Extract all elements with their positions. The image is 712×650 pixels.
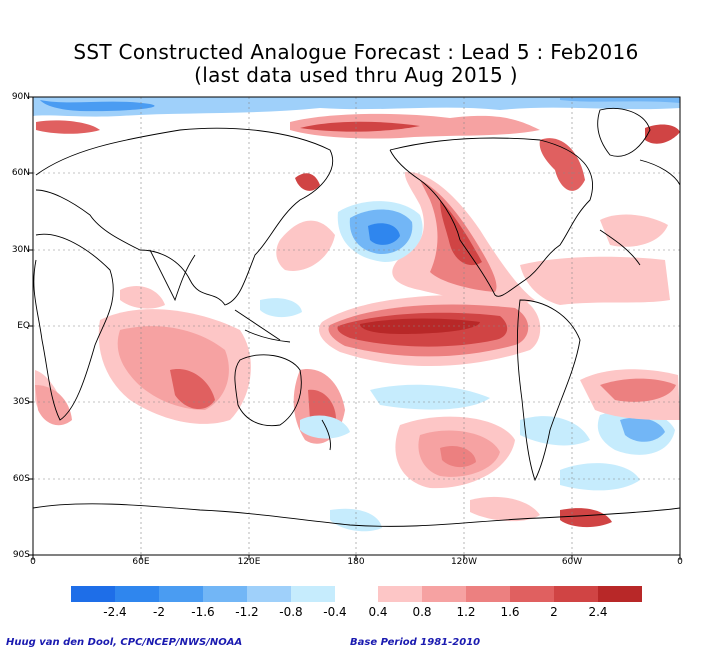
credit-author: Huug van den Dool, CPC/NCEP/NWS/NOAA bbox=[6, 637, 243, 648]
lat-label-90s: 90S bbox=[12, 550, 30, 560]
lon-label-0: 0 bbox=[30, 557, 36, 567]
lat-label-30s: 30S bbox=[12, 397, 30, 407]
lon-label-60e: 60E bbox=[132, 557, 150, 567]
legend-swatch-neg-4 bbox=[203, 586, 247, 602]
lon-label-120e: 120E bbox=[237, 557, 261, 567]
map-title-line-2: (last data used thru Aug 2015 ) bbox=[194, 63, 518, 87]
legend-label-neg-0.8: -0.8 bbox=[279, 605, 303, 619]
legend-swatch-neg-5 bbox=[247, 586, 291, 602]
lat-label-60s: 60S bbox=[12, 474, 30, 484]
legend-swatch-pos-4 bbox=[510, 586, 554, 602]
legend-swatch-neg-3 bbox=[159, 586, 203, 602]
lat-label-eq: EQ bbox=[17, 321, 30, 331]
legend-label-pos-1.2: 1.2 bbox=[456, 605, 476, 619]
legend-label-neg-1.6: -1.6 bbox=[191, 605, 215, 619]
legend-label-neg-2: -2 bbox=[153, 605, 165, 619]
legend-swatch-pos-6 bbox=[598, 586, 642, 602]
lat-label-60n: 60N bbox=[11, 168, 30, 178]
legend-swatch-pos-2 bbox=[422, 586, 466, 602]
legend-swatch-pos-1 bbox=[378, 586, 422, 602]
legend-label-pos-0.8: 0.8 bbox=[412, 605, 432, 619]
legend-label-pos-2.4: 2.4 bbox=[588, 605, 608, 619]
legend-label-pos-1.6: 1.6 bbox=[500, 605, 520, 619]
legend-label-neg-0.4: -0.4 bbox=[323, 605, 347, 619]
coastlines bbox=[33, 107, 680, 527]
lat-label-30n: 30N bbox=[11, 245, 30, 255]
legend-swatch-neg-2 bbox=[115, 586, 159, 602]
legend-label-neg-1.2: -1.2 bbox=[235, 605, 259, 619]
legend-label-pos-0.4: 0.4 bbox=[368, 605, 388, 619]
anomaly-fields bbox=[33, 97, 680, 532]
lon-label-120w: 120W bbox=[450, 557, 478, 567]
grid-lines bbox=[33, 97, 680, 555]
lon-label-0-end: 0 bbox=[677, 557, 683, 567]
lon-label-60w: 60W bbox=[561, 557, 583, 567]
lat-label-90n: 90N bbox=[11, 92, 30, 102]
credit-base-period: Base Period 1981-2010 bbox=[350, 637, 481, 648]
lon-label-180: 180 bbox=[347, 557, 365, 567]
legend-swatch-neg-6 bbox=[291, 586, 335, 602]
legend-swatch-pos-5 bbox=[554, 586, 598, 602]
legend-label-pos-2: 2 bbox=[550, 605, 558, 619]
map-title-line-1: SST Constructed Analogue Forecast : Lead… bbox=[73, 40, 639, 64]
legend-swatch-pos-3 bbox=[466, 586, 510, 602]
legend-label-neg-2.4: -2.4 bbox=[103, 605, 127, 619]
axis-ticks bbox=[28, 96, 681, 560]
legend-swatch-neg-1 bbox=[71, 586, 115, 602]
